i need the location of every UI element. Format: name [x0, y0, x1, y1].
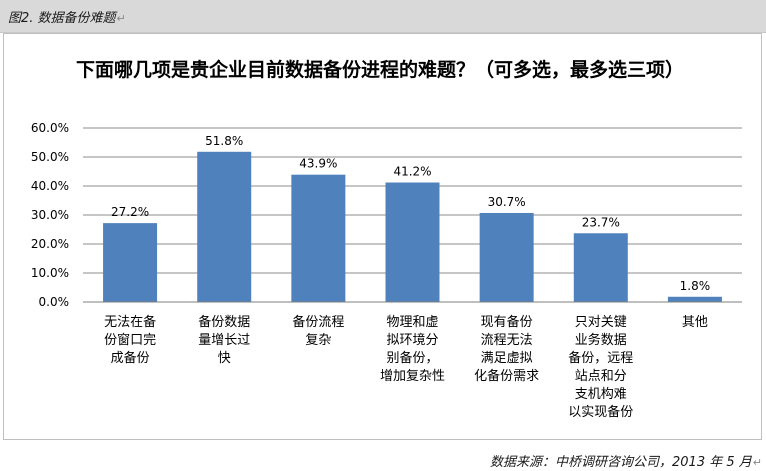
x-tick-label-line: 拟环境分: [386, 333, 438, 348]
paragraph-mark-icon: ↵: [752, 456, 762, 469]
x-tick-label: 物理和虚拟环境分别备份， 增加复杂性: [380, 315, 445, 384]
x-tick-label-line: 支机构难: [575, 387, 627, 402]
x-tick-label: 现有备份流程无法满足虚拟化备份需求: [474, 314, 539, 384]
bar: [479, 212, 534, 302]
x-tick-label-line: 只对关键: [575, 315, 627, 330]
x-tick-label-line: 备份，远程: [568, 350, 633, 366]
y-tick-label: 50.0%: [31, 150, 69, 164]
x-tick-label-line: 备份流程: [292, 314, 344, 330]
bar: [385, 182, 440, 302]
source-note-text: 数据来源：中桥调研咨询公司，2013 年 5 月: [490, 455, 752, 470]
bar: [197, 151, 252, 302]
x-tick-label-line: 现有备份: [481, 314, 533, 330]
data-label: 43.9%: [299, 157, 337, 171]
x-tick-label-line: 无法在备: [104, 314, 156, 330]
x-tick-label-line: 复杂: [305, 333, 331, 348]
x-tick-label-line: 其他: [682, 315, 708, 330]
y-tick-label: 0.0%: [39, 295, 70, 309]
y-tick-label: 40.0%: [31, 179, 69, 193]
chart-title: 下面哪几项是贵企业目前数据备份进程的难题？（可多选，最多选三项）: [75, 59, 684, 81]
data-label: 1.8%: [680, 279, 711, 293]
figure-caption: 图2. 数据备份难题↵: [8, 7, 126, 26]
bar: [667, 296, 722, 302]
data-label: 51.8%: [205, 134, 243, 148]
x-tick-label-line: 快: [218, 351, 231, 366]
x-tick-label-line: 备份数据: [198, 314, 250, 330]
bar: [573, 233, 628, 302]
x-tick-label-line: 增加复杂性: [380, 369, 445, 384]
x-tick-label-line: 量增长过: [198, 333, 250, 348]
bar: [103, 223, 158, 302]
paragraph-mark-icon: ↵: [116, 12, 126, 25]
x-tick-label-line: 物理和虚: [386, 315, 438, 330]
x-tick-label: 其他: [682, 315, 708, 330]
x-tick-label-line: 以实现备份: [568, 404, 633, 420]
x-tick-label-line: 业务数据: [575, 332, 627, 348]
y-tick-label: 20.0%: [31, 237, 69, 251]
y-tick-label: 10.0%: [31, 266, 69, 280]
x-tick-label: 只对关键业务数据备份，远程站点和分支机构难以实现备份: [568, 315, 633, 420]
y-tick-label: 30.0%: [31, 208, 69, 222]
figure-caption-label: 图2. 数据备份难题: [8, 11, 116, 26]
bar: [291, 174, 346, 302]
x-tick-label-line: 流程无法: [481, 333, 533, 348]
figure-caption-bar: 图2. 数据备份难题↵: [0, 0, 766, 33]
x-tick-label-line: 站点和分: [575, 369, 627, 384]
x-tick-label: 备份流程复杂: [292, 314, 344, 348]
data-label: 27.2%: [111, 205, 149, 219]
x-tick-label-line: 份窗口完: [104, 332, 156, 348]
data-label: 23.7%: [582, 215, 620, 229]
source-note: 数据来源：中桥调研咨询公司，2013 年 5 月↵: [490, 451, 762, 470]
x-tick-label: 无法在备份窗口完成备份: [104, 314, 156, 366]
x-tick-label-line: 化备份需求: [474, 368, 539, 384]
x-tick-label-line: 别备份，: [386, 350, 438, 366]
y-tick-label: 60.0%: [31, 121, 69, 135]
data-label: 41.2%: [393, 165, 431, 179]
x-tick-label-line: 满足虚拟: [481, 351, 533, 366]
data-label: 30.7%: [488, 195, 526, 209]
x-tick-label-line: 成备份: [111, 350, 150, 366]
x-tick-label: 备份数据量增长过快: [198, 314, 250, 366]
